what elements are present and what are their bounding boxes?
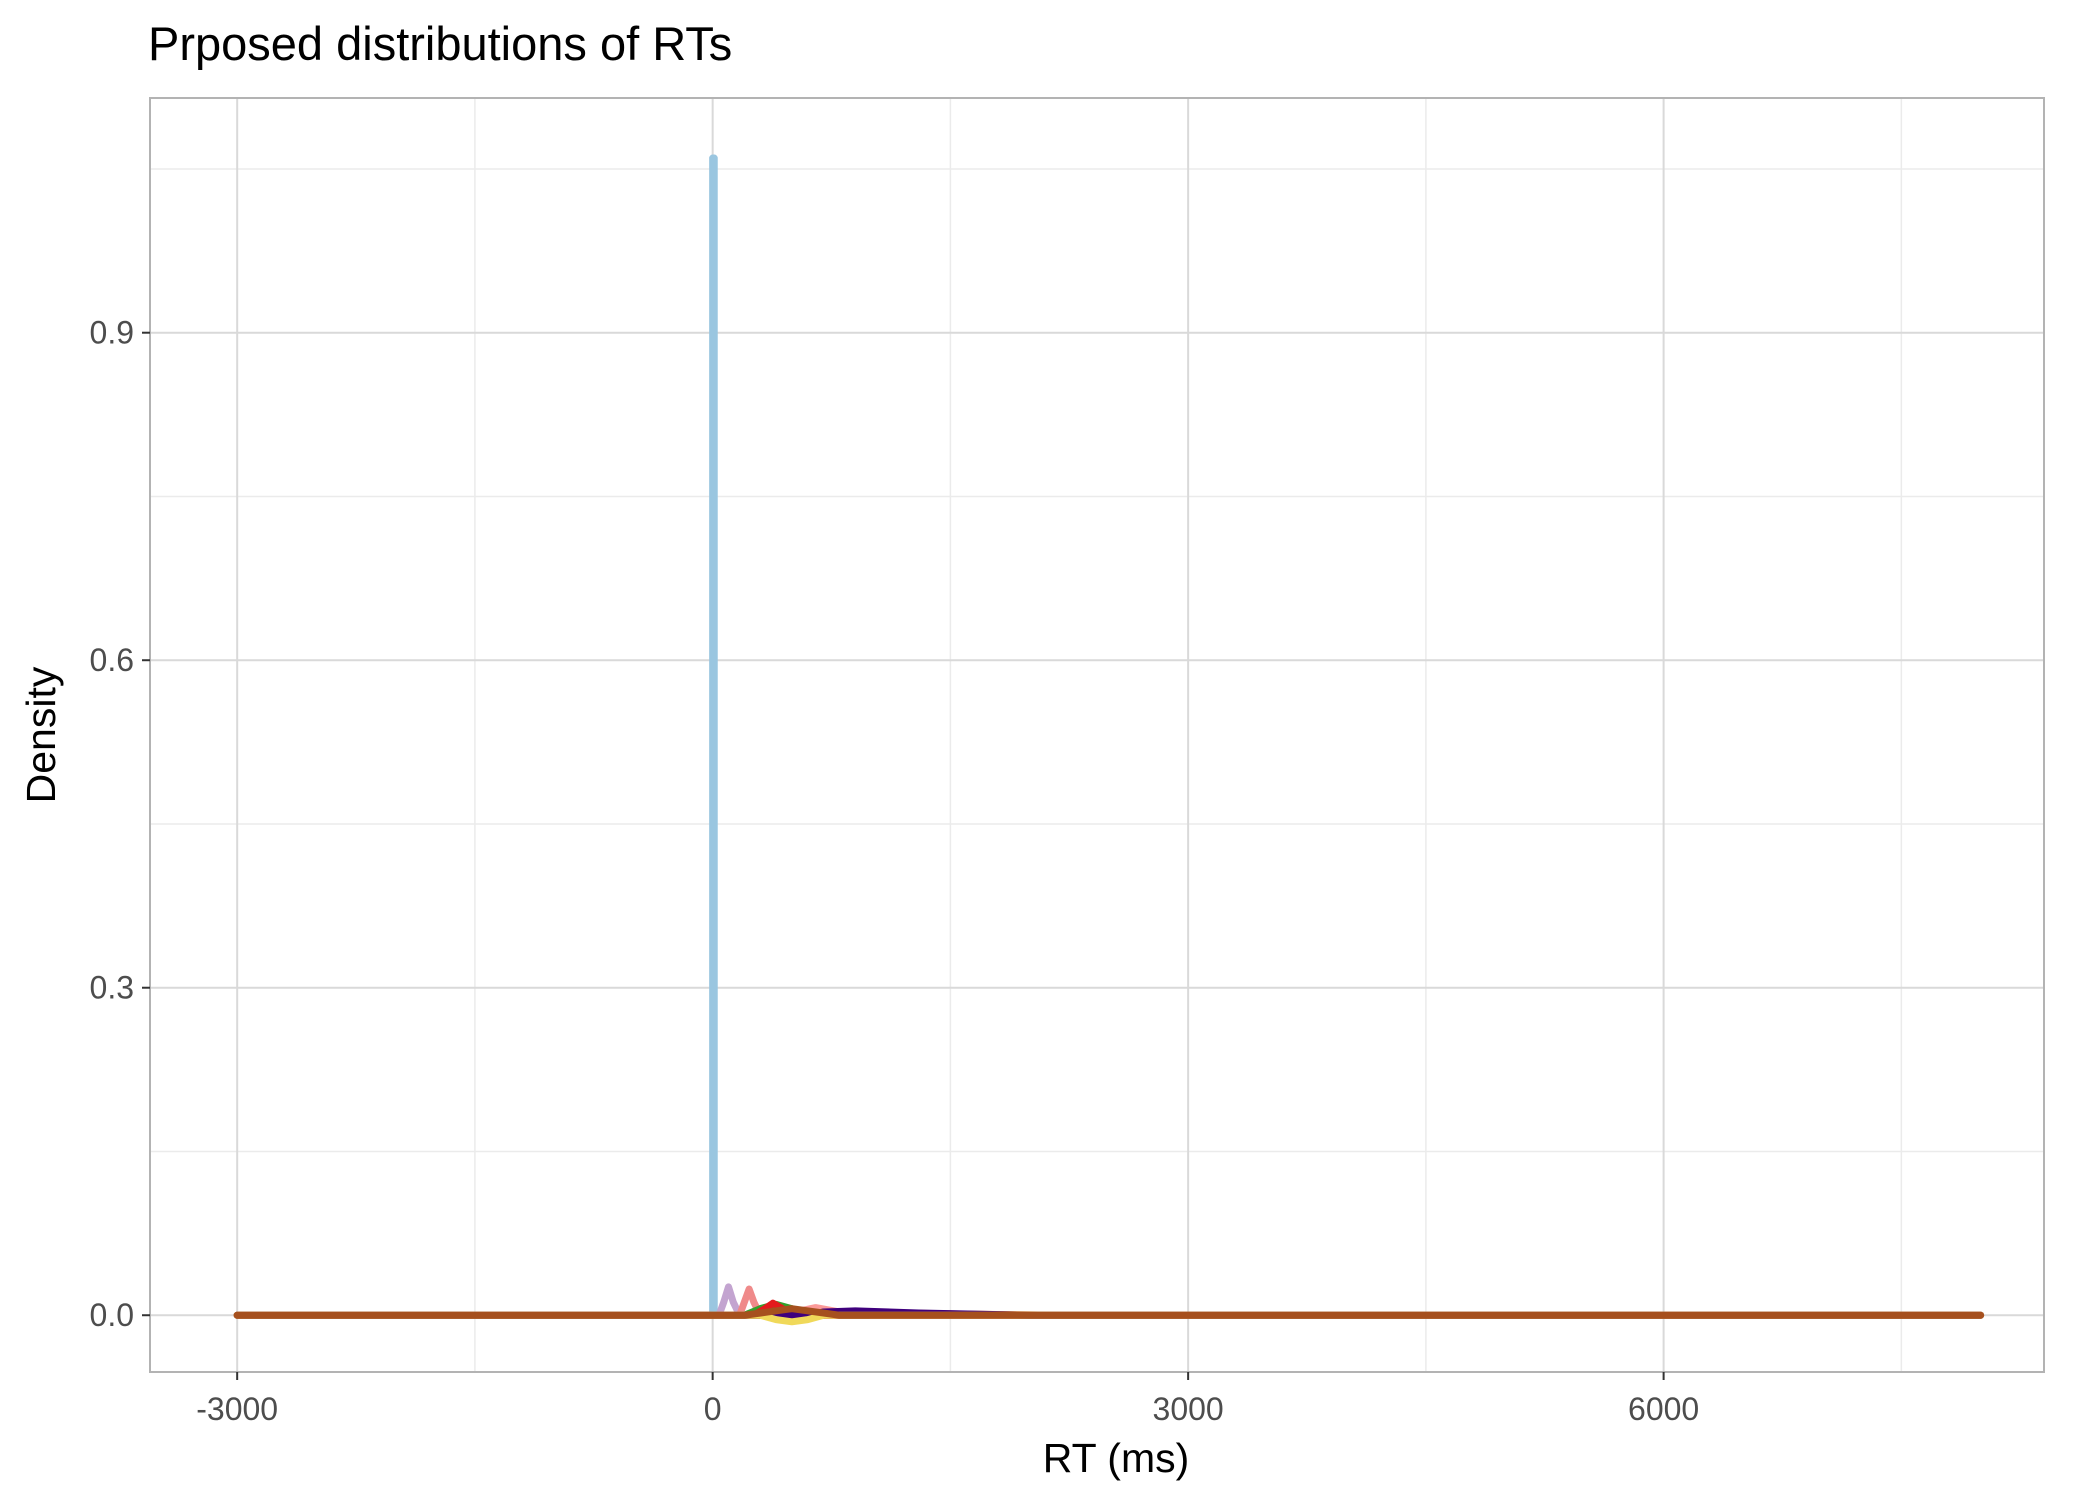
density-curve-10 — [233, 1305, 1985, 1319]
y-tick-label: 0.0 — [90, 1297, 134, 1333]
x-tick-label: 6000 — [1628, 1391, 1699, 1427]
chart-title: Prposed distributions of RTs — [148, 17, 732, 70]
y-tick-label: 0.6 — [90, 642, 134, 678]
x-tick-label: -3000 — [196, 1391, 278, 1427]
y-axis-title: Density — [18, 666, 64, 803]
plot-border — [149, 97, 2045, 1373]
y-tick-label: 0.3 — [90, 970, 134, 1006]
x-axis-ticks: -3000 0 3000 6000 — [196, 1372, 1699, 1427]
x-tick-label: 3000 — [1153, 1391, 1224, 1427]
minor-gridlines — [150, 98, 2044, 1372]
x-axis-title: RT (ms) — [1043, 1435, 1190, 1481]
x-tick-label: 0 — [704, 1391, 722, 1427]
density-curves — [233, 154, 1985, 1326]
y-tick-label: 0.9 — [90, 315, 134, 351]
plot-panel — [150, 98, 2044, 1372]
y-axis-ticks: 0.0 0.3 0.6 0.9 — [90, 315, 150, 1333]
